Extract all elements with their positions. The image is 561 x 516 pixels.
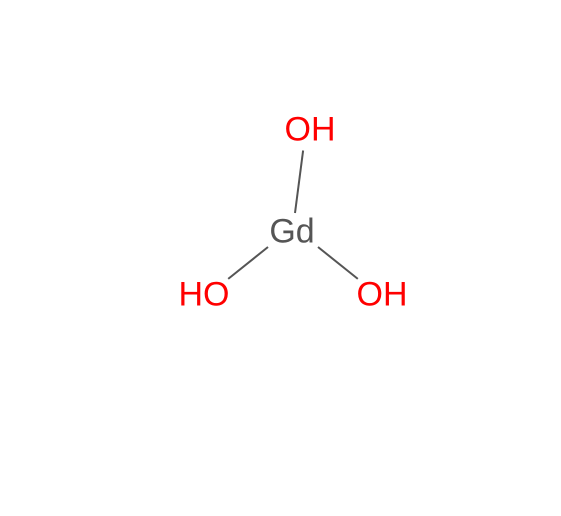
atom-oh-right: OH [357, 276, 408, 315]
atom-center: Gd [269, 213, 314, 252]
atom-oh-left: HO [179, 276, 230, 315]
molecule-canvas: Gd OH HO OH [0, 0, 561, 516]
atom-oh-top: OH [285, 111, 336, 150]
bond-top [294, 151, 304, 213]
bond-left [227, 246, 268, 280]
bond-right [317, 246, 358, 280]
